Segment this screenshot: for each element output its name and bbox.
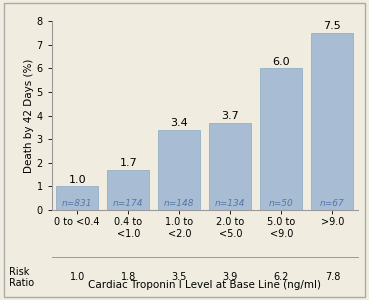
Text: n=50: n=50 bbox=[269, 199, 294, 208]
Bar bbox=[261, 68, 302, 210]
Y-axis label: Death by 42 Days (%): Death by 42 Days (%) bbox=[24, 58, 34, 173]
Text: n=148: n=148 bbox=[164, 199, 194, 208]
Text: 7.5: 7.5 bbox=[324, 21, 341, 31]
Text: 7.8: 7.8 bbox=[325, 272, 340, 283]
Text: 1.7: 1.7 bbox=[119, 158, 137, 168]
X-axis label: Cardiac Troponin I Level at Base Line (ng/ml): Cardiac Troponin I Level at Base Line (n… bbox=[88, 280, 321, 290]
Text: n=134: n=134 bbox=[215, 199, 245, 208]
Text: Risk
Ratio: Risk Ratio bbox=[9, 267, 34, 288]
Bar bbox=[56, 186, 98, 210]
Text: 3.5: 3.5 bbox=[172, 272, 187, 283]
Text: 6.0: 6.0 bbox=[273, 57, 290, 67]
Bar bbox=[107, 170, 149, 210]
Text: n=67: n=67 bbox=[320, 199, 345, 208]
Text: 1.8: 1.8 bbox=[121, 272, 136, 283]
Text: n=831: n=831 bbox=[62, 199, 92, 208]
Bar bbox=[209, 123, 251, 210]
Text: n=174: n=174 bbox=[113, 199, 144, 208]
Bar bbox=[311, 33, 354, 210]
Text: 1.0: 1.0 bbox=[70, 272, 85, 283]
Text: 3.4: 3.4 bbox=[170, 118, 188, 128]
Text: 3.7: 3.7 bbox=[221, 111, 239, 121]
Text: 1.0: 1.0 bbox=[68, 175, 86, 185]
Text: 6.2: 6.2 bbox=[274, 272, 289, 283]
Bar bbox=[158, 130, 200, 210]
Text: 3.9: 3.9 bbox=[223, 272, 238, 283]
